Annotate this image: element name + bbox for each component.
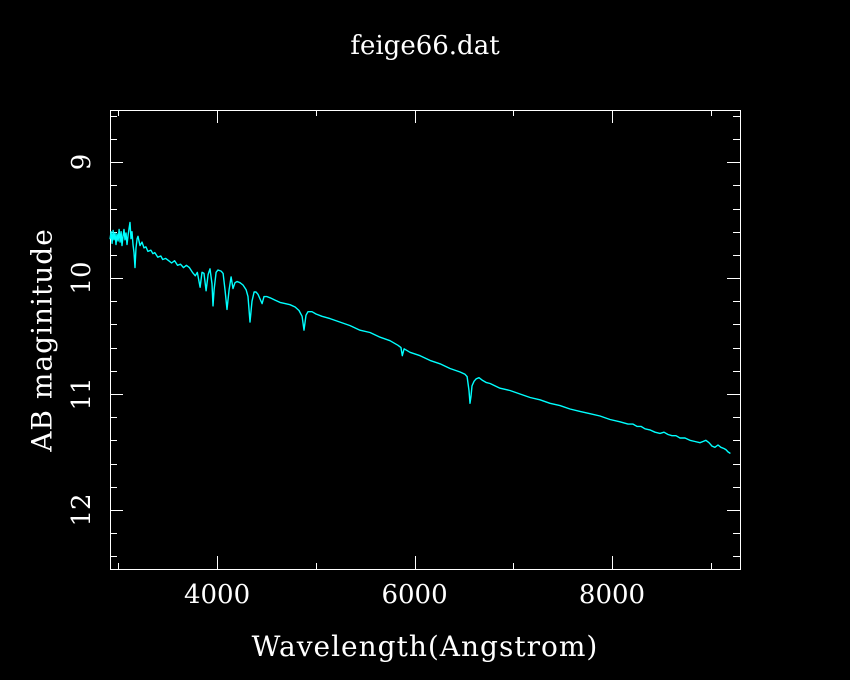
x-tick-label: 8000 <box>578 580 646 610</box>
x-tick-label: 6000 <box>381 580 448 610</box>
spectrum-line <box>109 221 731 454</box>
y-tick-label: 10 <box>67 261 97 295</box>
x-tick-label: 4000 <box>183 580 251 610</box>
y-axis-label: AB maginitude <box>25 228 59 452</box>
y-tick-label: 11 <box>67 377 97 411</box>
y-tick-label: 12 <box>67 493 97 527</box>
y-tick-label: 9 <box>67 153 97 171</box>
chart-title: feige66.dat <box>350 31 500 61</box>
plot-frame <box>110 110 741 570</box>
x-axis-label: Wavelength(Angstrom) <box>251 630 599 663</box>
